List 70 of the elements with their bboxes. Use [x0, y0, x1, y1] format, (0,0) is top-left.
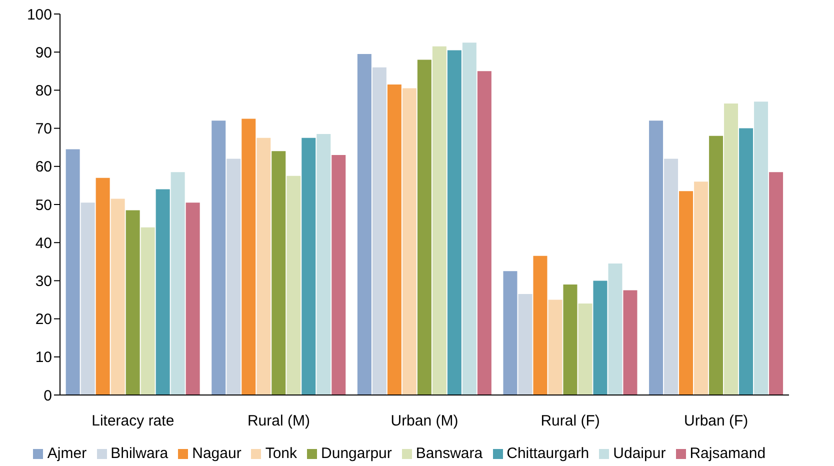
bar	[664, 158, 678, 395]
bar	[739, 128, 754, 395]
bar	[66, 149, 80, 395]
legend-label: Tonk	[265, 445, 298, 462]
bar	[110, 198, 125, 395]
bar	[503, 271, 518, 395]
bar	[563, 284, 578, 395]
bar	[533, 256, 548, 395]
y-tick-label: 30	[35, 273, 52, 290]
y-tick-label: 0	[44, 387, 52, 404]
y-tick-label: 60	[35, 158, 52, 176]
y-tick-label: 100	[26, 6, 52, 24]
bar	[126, 210, 140, 395]
bar	[242, 118, 256, 395]
bar	[518, 294, 532, 395]
bar	[256, 138, 271, 395]
legend-label: Udaipur	[613, 445, 666, 462]
bar	[548, 300, 562, 395]
bar	[724, 104, 738, 395]
y-tick-label: 70	[35, 120, 52, 138]
bar	[357, 54, 372, 395]
y-tick-label: 20	[35, 311, 52, 328]
legend-label: Ajmer	[47, 445, 87, 462]
bar	[140, 227, 155, 395]
x-tick-label: Literacy rate	[92, 412, 174, 430]
bar	[316, 134, 331, 395]
bar	[226, 158, 241, 395]
bar	[387, 84, 402, 395]
x-tick-label: Rural (M)	[247, 412, 310, 430]
bar	[272, 151, 286, 395]
bar	[477, 71, 492, 395]
bar	[332, 154, 346, 395]
bar	[447, 50, 462, 395]
bar	[769, 172, 784, 395]
legend-label: Banswara	[416, 445, 483, 462]
bar	[212, 120, 226, 395]
bar	[417, 60, 432, 395]
y-tick-label: 50	[35, 196, 52, 214]
bar	[462, 42, 476, 395]
bar	[578, 304, 592, 395]
bar	[302, 138, 316, 395]
bar	[286, 176, 301, 395]
bar	[186, 202, 200, 395]
bar	[402, 88, 416, 395]
bar	[156, 189, 170, 395]
y-tick-label: 80	[35, 82, 52, 100]
legend-label: Bhilwara	[110, 445, 168, 462]
legend-label: Dungarpur	[321, 445, 392, 462]
y-tick-label: 90	[35, 44, 52, 62]
x-tick-label: Rural (F)	[540, 412, 600, 430]
y-tick-label: 10	[35, 349, 52, 366]
bar	[649, 120, 664, 395]
bar	[593, 280, 608, 395]
bar	[694, 182, 708, 395]
bar	[709, 136, 724, 395]
bar	[432, 46, 446, 395]
bar	[754, 102, 768, 395]
bar	[623, 290, 638, 395]
x-tick-label: Urban (F)	[684, 412, 748, 430]
bar	[170, 172, 185, 395]
legend-label: Rajsamand	[690, 445, 766, 462]
bar	[372, 67, 386, 395]
legend-label: Chittaurgarh	[506, 445, 590, 462]
legend-label: Nagaur	[192, 445, 242, 462]
bar	[608, 264, 622, 395]
y-tick-label: 40	[35, 234, 52, 252]
bar	[80, 202, 95, 395]
bar	[679, 191, 694, 395]
bar	[96, 178, 110, 395]
x-tick-label: Urban (M)	[390, 412, 458, 430]
